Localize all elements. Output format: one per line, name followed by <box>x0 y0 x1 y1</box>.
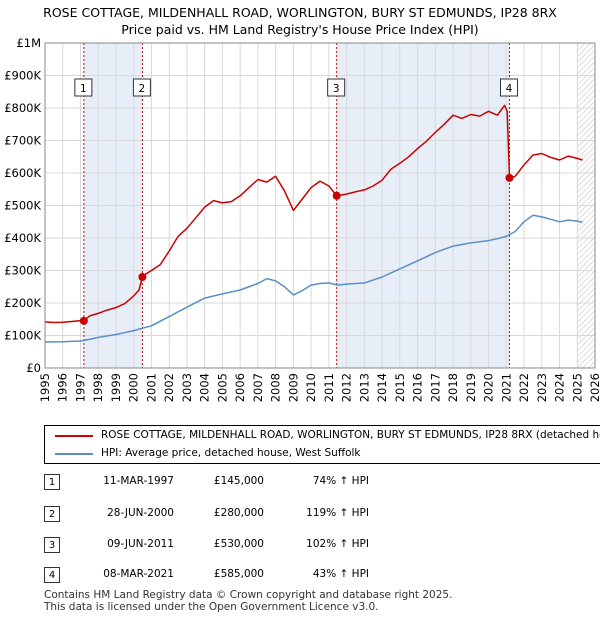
x-tick-label: 2019 <box>464 373 478 402</box>
y-tick-label: £300K <box>4 264 41 278</box>
property-series-line <box>45 104 583 324</box>
chart-subtitle: Price paid vs. HM Land Registry's House … <box>121 22 479 37</box>
y-tick-label: £900K <box>4 69 41 83</box>
y-tick-label: £500K <box>4 199 41 213</box>
sale-marker-label: 2 <box>139 83 146 95</box>
transaction-hpi: 74% ↑ HPI <box>312 475 369 487</box>
chart-legend: ROSE COTTAGE, MILDENHALL ROAD, WORLINGTO… <box>44 425 600 464</box>
x-tick-label: 2000 <box>127 373 141 402</box>
y-tick-label: £700K <box>4 134 41 148</box>
sale-point <box>138 273 147 281</box>
hpi-series-line <box>45 214 583 343</box>
transaction-hpi: 43% ↑ HPI <box>312 568 369 580</box>
x-tick-label: 2016 <box>411 373 425 402</box>
x-tick-label: 2004 <box>198 373 212 402</box>
x-tick-label: 2010 <box>304 373 318 402</box>
x-tick-label: 1995 <box>38 373 52 402</box>
transaction-price: £530,000 <box>213 538 264 550</box>
x-tick-label: 1998 <box>91 373 105 402</box>
x-tick-label: 1997 <box>73 373 87 402</box>
x-tick-label: 2014 <box>375 373 389 402</box>
legend-swatch-hpi <box>55 453 93 455</box>
y-tick-label: £200K <box>4 296 41 310</box>
transaction-date: 11-MAR-1997 <box>103 475 174 487</box>
x-tick-label: 1996 <box>56 373 70 402</box>
x-tick-label: 2025 <box>570 373 584 402</box>
x-tick-label: 2011 <box>322 373 336 402</box>
transaction-hpi: 119% ↑ HPI <box>306 507 369 519</box>
x-tick-label: 2018 <box>446 373 460 402</box>
x-tick-label: 2006 <box>233 373 247 402</box>
transaction-hpi: 102% ↑ HPI <box>306 538 369 550</box>
x-tick-label: 2012 <box>340 373 354 402</box>
x-tick-label: 2009 <box>286 373 300 402</box>
sale-marker-box <box>499 78 518 97</box>
x-tick-label: 2026 <box>588 373 600 402</box>
x-tick-label: 2023 <box>535 373 549 402</box>
sale-point <box>332 191 341 200</box>
transaction-date: 08-MAR-2021 <box>103 568 174 580</box>
x-tick-label: 2015 <box>393 373 407 402</box>
x-tick-label: 2024 <box>553 373 567 402</box>
sale-marker-box <box>132 78 151 97</box>
transaction-price: £585,000 <box>213 568 264 580</box>
transaction-number: 4 <box>44 567 60 583</box>
footer-copyright: Contains HM Land Registry data © Crown c… <box>44 589 453 601</box>
x-tick-label: 2003 <box>180 373 194 402</box>
sale-marker-label: 1 <box>80 83 87 95</box>
sale-point <box>505 173 514 182</box>
x-tick-label: 2008 <box>269 373 283 402</box>
transaction-date: 09-JUN-2011 <box>107 538 174 550</box>
y-tick-label: £100K <box>4 329 41 343</box>
transaction-number: 2 <box>44 506 60 522</box>
x-tick-label: 2020 <box>482 373 496 402</box>
x-tick-label: 2007 <box>251 373 265 402</box>
x-tick-label: 2001 <box>144 373 158 402</box>
sale-marker-label: 4 <box>506 83 513 95</box>
y-tick-label: £400K <box>4 231 41 245</box>
legend-label-hpi: HPI: Average price, detached house, West… <box>101 447 361 459</box>
x-tick-label: 2021 <box>499 373 513 402</box>
transaction-date: 28-JUN-2000 <box>107 507 174 519</box>
x-tick-label: 2005 <box>215 373 229 402</box>
plot-frame <box>44 42 596 369</box>
x-tick-label: 2002 <box>162 373 176 402</box>
x-tick-label: 2013 <box>357 373 371 402</box>
y-tick-label: £800K <box>4 101 41 115</box>
transaction-number: 1 <box>44 474 60 490</box>
price-chart: £0 £100K £200K £300K £400K £500K £600K £700K £80… <box>4 36 600 402</box>
legend-swatch-property <box>55 435 93 437</box>
x-tick-label: 2017 <box>428 373 442 402</box>
x-tick-label: 1999 <box>109 373 123 402</box>
y-tick-label: £600K <box>4 166 41 180</box>
sale-marker-box <box>327 78 346 97</box>
chart-title: ROSE COTTAGE, MILDENHALL ROAD, WORLINGTO… <box>43 5 557 20</box>
sale-marker-box <box>74 78 93 97</box>
y-tick-label: £0 <box>26 361 41 375</box>
transaction-price: £145,000 <box>213 475 264 487</box>
legend-label-property: ROSE COTTAGE, MILDENHALL ROAD, WORLINGTO… <box>101 429 600 441</box>
sale-marker-label: 3 <box>333 83 340 95</box>
footer-licence: This data is licensed under the Open Gov… <box>44 601 379 613</box>
y-tick-label: £1M <box>16 36 41 50</box>
x-tick-label: 2022 <box>517 373 531 402</box>
transaction-price: £280,000 <box>213 507 264 519</box>
transaction-number: 3 <box>44 537 60 553</box>
sale-point <box>79 316 88 325</box>
